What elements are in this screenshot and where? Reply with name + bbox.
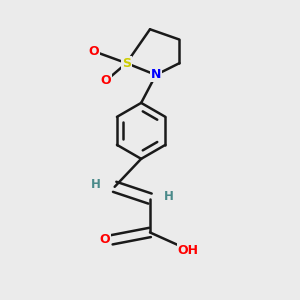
Text: O: O: [99, 233, 110, 246]
Text: S: S: [122, 57, 131, 70]
Text: H: H: [91, 178, 100, 191]
Text: O: O: [89, 45, 99, 58]
Text: OH: OH: [178, 244, 199, 256]
Text: O: O: [100, 74, 111, 87]
Text: H: H: [164, 190, 174, 203]
Text: N: N: [151, 68, 161, 81]
